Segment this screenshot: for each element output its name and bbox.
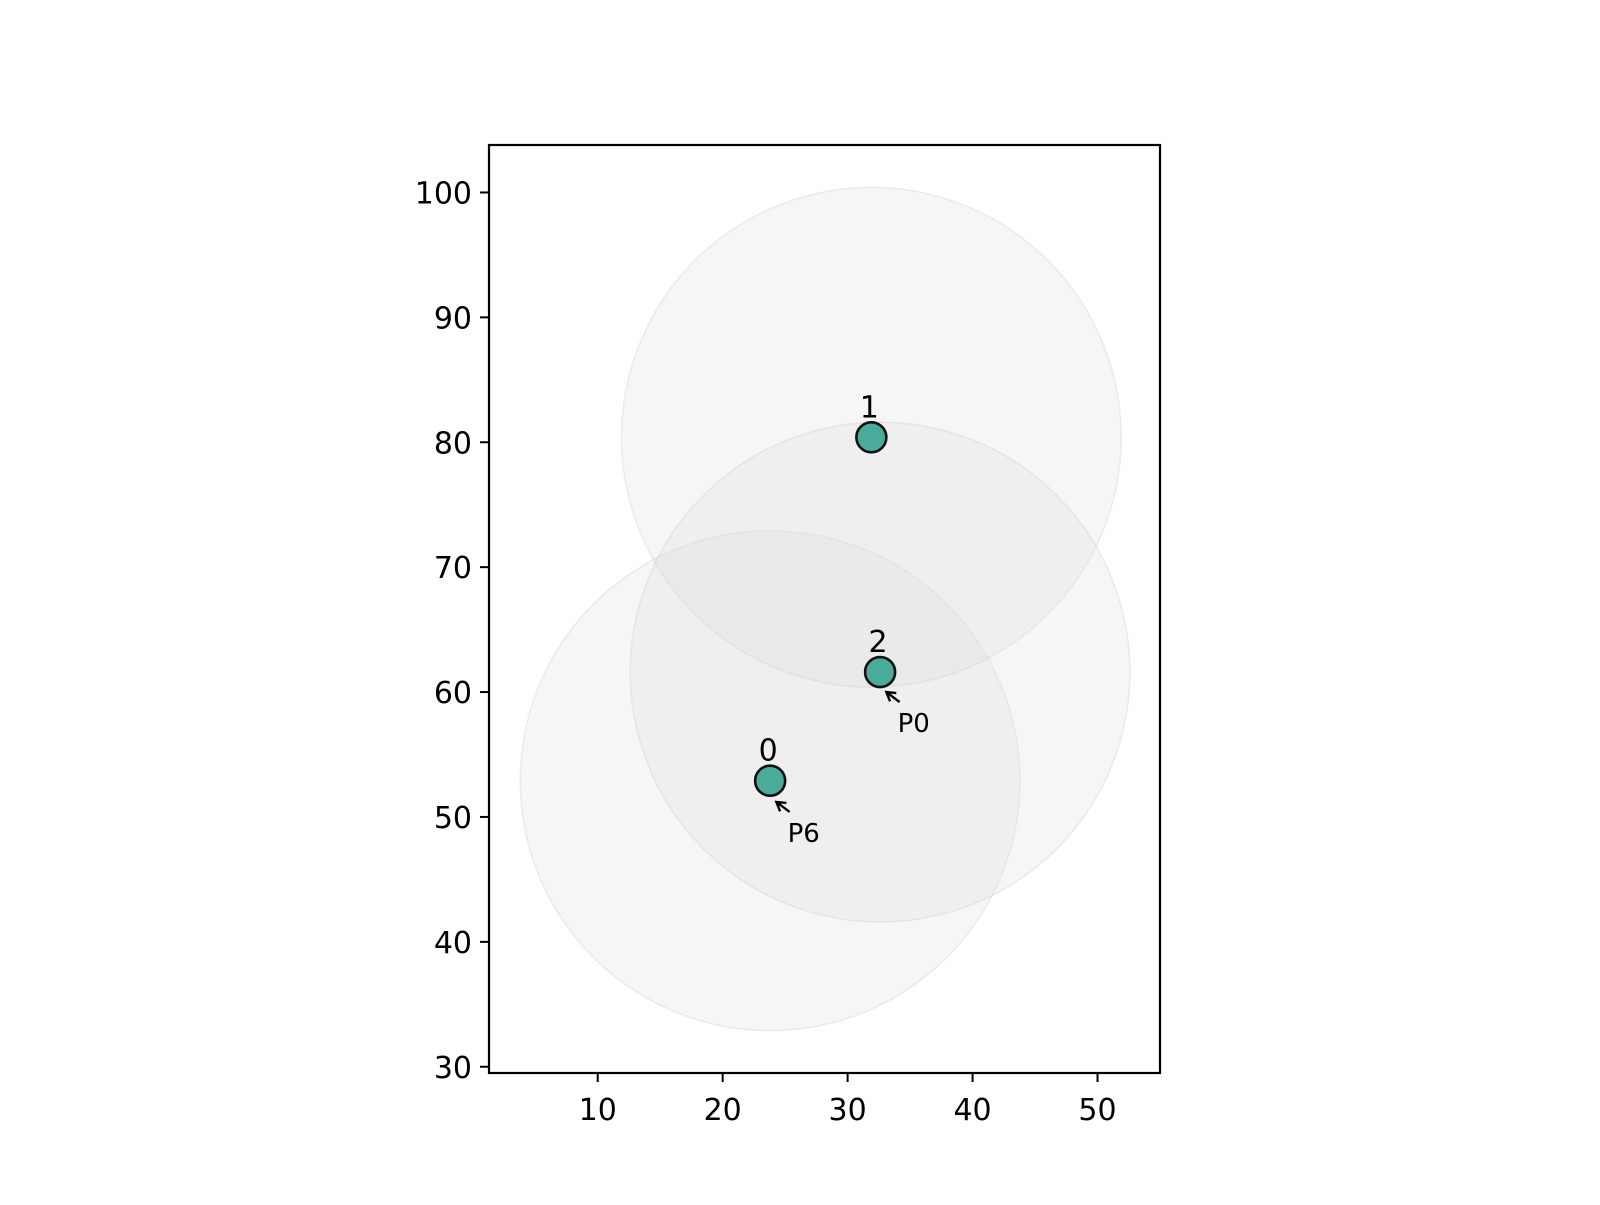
y-tick-label: 40 — [434, 926, 472, 961]
node-layer: 0 1 2 — [753, 390, 897, 798]
annotation-arrow-shaft — [775, 801, 791, 813]
coverage-layer — [519, 186, 1131, 1032]
node-label: 1 — [860, 390, 879, 425]
annotation-label: P0 — [898, 709, 930, 739]
node-point-1 — [855, 420, 888, 454]
y-tick-label: 100 — [415, 176, 472, 211]
x-tick-label: 10 — [579, 1093, 617, 1128]
y-tick-label: 70 — [434, 551, 472, 586]
x-tick-label: 40 — [953, 1093, 991, 1128]
y-tick-label: 80 — [434, 426, 472, 461]
node-point-2 — [863, 655, 897, 689]
x-tick-label: 20 — [704, 1093, 742, 1128]
annotation-label: P6 — [788, 819, 820, 849]
node-label: 0 — [759, 734, 778, 769]
annotation-arrowhead — [884, 690, 897, 702]
node-label: 2 — [869, 625, 888, 660]
annotation-arrow-shaft — [885, 691, 901, 703]
annotation-layer: P6 P0 — [774, 690, 930, 849]
plot-frame — [487, 143, 1162, 1075]
y-tick-label: 90 — [434, 301, 472, 336]
x-tick-label: 30 — [829, 1093, 867, 1128]
y-tick-label: 60 — [434, 676, 472, 711]
y-tick-label: 30 — [434, 1051, 472, 1086]
annotation-arrowhead — [774, 800, 787, 812]
x-tick-label: 50 — [1078, 1093, 1116, 1128]
node-point-0 — [753, 764, 787, 798]
y-tick-label: 50 — [434, 801, 472, 836]
